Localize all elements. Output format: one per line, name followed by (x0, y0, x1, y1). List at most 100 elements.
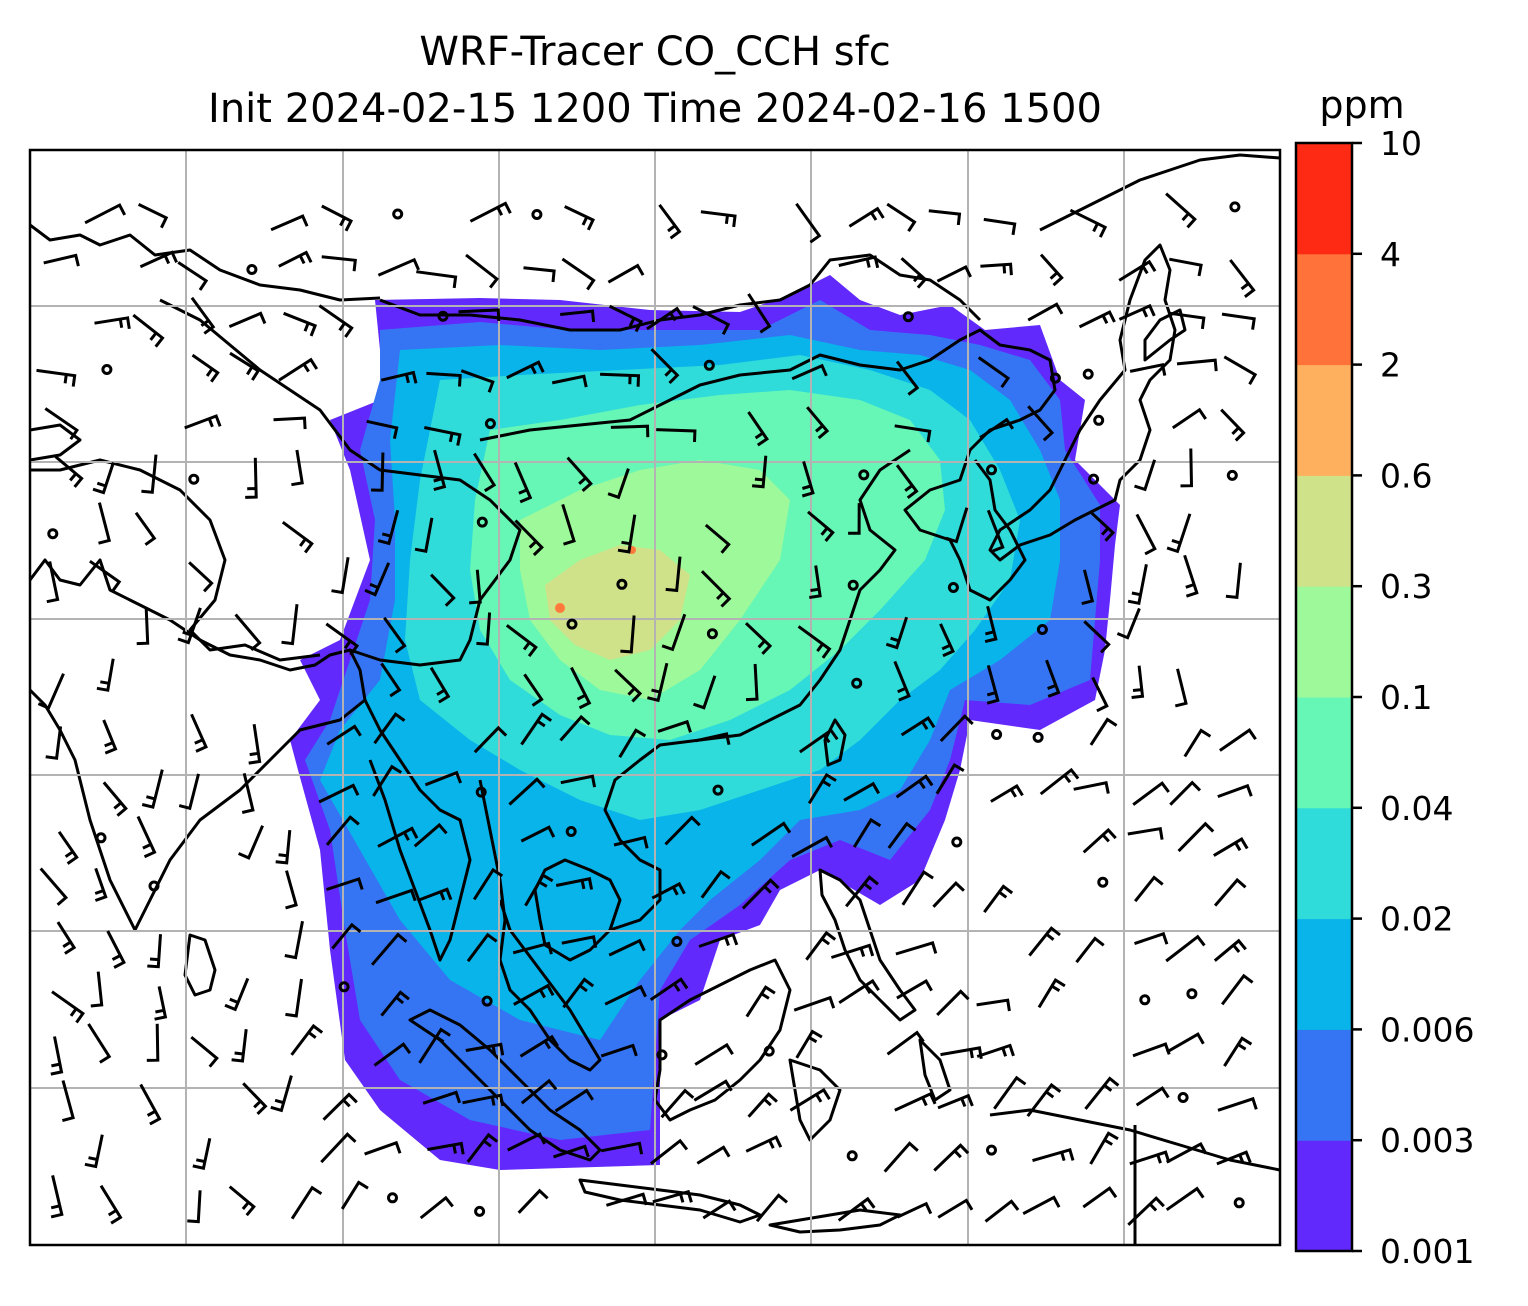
wind-barb (506, 360, 545, 380)
wind-barb (700, 210, 737, 228)
wind-barb (837, 1196, 876, 1222)
wind-barb (895, 774, 934, 799)
field-band-higher (545, 545, 690, 660)
wind-barb (1027, 302, 1064, 322)
wind-barb (848, 206, 885, 228)
wind-barb (39, 867, 69, 906)
colorbar-segment (1296, 253, 1352, 366)
wind-barb (45, 726, 63, 760)
wind-barb (935, 762, 965, 795)
wind-barb (845, 875, 879, 908)
calm-wind-marker (387, 1192, 398, 1204)
wind-barb (523, 673, 544, 707)
wind-barb (466, 1132, 499, 1163)
calm-wind-marker (484, 418, 496, 430)
wind-barb (1134, 875, 1164, 903)
wind-barb (652, 1189, 693, 1204)
wind-barb (600, 1043, 638, 1058)
wind-barb (469, 569, 482, 605)
wind-barb (520, 1078, 558, 1105)
wind-barb (97, 502, 112, 545)
wind-barb (462, 1093, 505, 1107)
colorbar-segment (1296, 697, 1352, 809)
wind-barb (610, 424, 650, 438)
coastlines (30, 153, 1280, 1245)
calm-wind-marker (392, 208, 404, 220)
wind-barb (793, 995, 836, 1012)
wind-barb (373, 712, 406, 745)
calm-wind-marker (1049, 372, 1061, 384)
wind-barb (1183, 728, 1212, 758)
wind-barb (192, 1137, 212, 1170)
wind-barb (514, 519, 544, 557)
wind-barb (937, 1198, 974, 1219)
wind-barb (649, 977, 689, 1001)
colorbar-tick-label: 0.006 (1380, 1010, 1474, 1049)
wind-barb (331, 922, 362, 950)
wind-barb (96, 658, 115, 692)
wind-barb (807, 510, 835, 542)
border-china-north (479, 328, 1057, 452)
wind-barb (473, 725, 508, 754)
wind-barb (377, 826, 419, 848)
wind-barb (43, 253, 80, 267)
wind-barb (990, 783, 1024, 803)
wind-barb (789, 1087, 831, 1112)
calm-wind-marker (851, 677, 863, 689)
calm-wind-marker (1093, 414, 1105, 426)
wind-barb (885, 616, 909, 650)
calm-wind-marker (1088, 473, 1100, 485)
wind-barb (605, 1192, 648, 1207)
wind-barb (1118, 303, 1156, 321)
wind-barb (228, 1185, 256, 1217)
wind-barb (427, 1141, 465, 1155)
calm-wind-marker (1036, 624, 1048, 635)
colorbar-segment (1296, 1029, 1352, 1141)
wind-barb (984, 605, 998, 644)
wind-barb (747, 293, 772, 334)
wind-barb (136, 608, 150, 646)
map-title-line-1: WRF-Tracer CO_CCH sfc (419, 29, 891, 75)
map-frame (28, 148, 1282, 1247)
wind-barb (423, 426, 462, 446)
wind-barb (1089, 717, 1118, 746)
colorbar-segments (1296, 143, 1352, 1252)
wind-barb (1039, 253, 1064, 287)
wind-barb (1089, 511, 1116, 542)
wind-barb (51, 990, 85, 1024)
field-peak-1 (555, 603, 565, 613)
wind-barb (980, 262, 1013, 276)
wind-barb (1221, 312, 1256, 330)
wind-barb (476, 612, 492, 646)
wind-barb (747, 411, 769, 447)
wind-barb (559, 714, 591, 742)
wind-barb (1223, 355, 1258, 385)
wind-barb (553, 1144, 590, 1159)
wind-barb (465, 1042, 505, 1056)
wind-barb (472, 867, 504, 901)
wind-barb (647, 662, 669, 703)
calm-wind-marker (47, 528, 59, 540)
wind-barb (614, 668, 643, 703)
colorbar-tick-label: 0.3 (1380, 567, 1432, 606)
wind-barb (513, 461, 533, 504)
wind-barb (900, 257, 928, 289)
wind-barb (665, 556, 682, 593)
colorbar-tick-label: 10 (1380, 124, 1422, 163)
wind-barb (741, 878, 780, 910)
wind-barb (89, 559, 122, 592)
calm-wind-marker (991, 729, 1003, 740)
wind-barb (791, 835, 834, 858)
wind-barb (692, 305, 731, 335)
wind-barb (473, 452, 497, 493)
wind-barb (413, 822, 448, 848)
wind-barb (1082, 1186, 1118, 1209)
wind-barb (326, 724, 362, 746)
wind-barb (807, 772, 837, 805)
wind-barb (520, 825, 556, 843)
wind-barb (750, 821, 792, 847)
wind-barb (852, 817, 882, 848)
wind-barb (1127, 826, 1164, 840)
wind-barb (422, 1090, 462, 1105)
colorbar-tick-label: 0.001 (1380, 1232, 1474, 1271)
